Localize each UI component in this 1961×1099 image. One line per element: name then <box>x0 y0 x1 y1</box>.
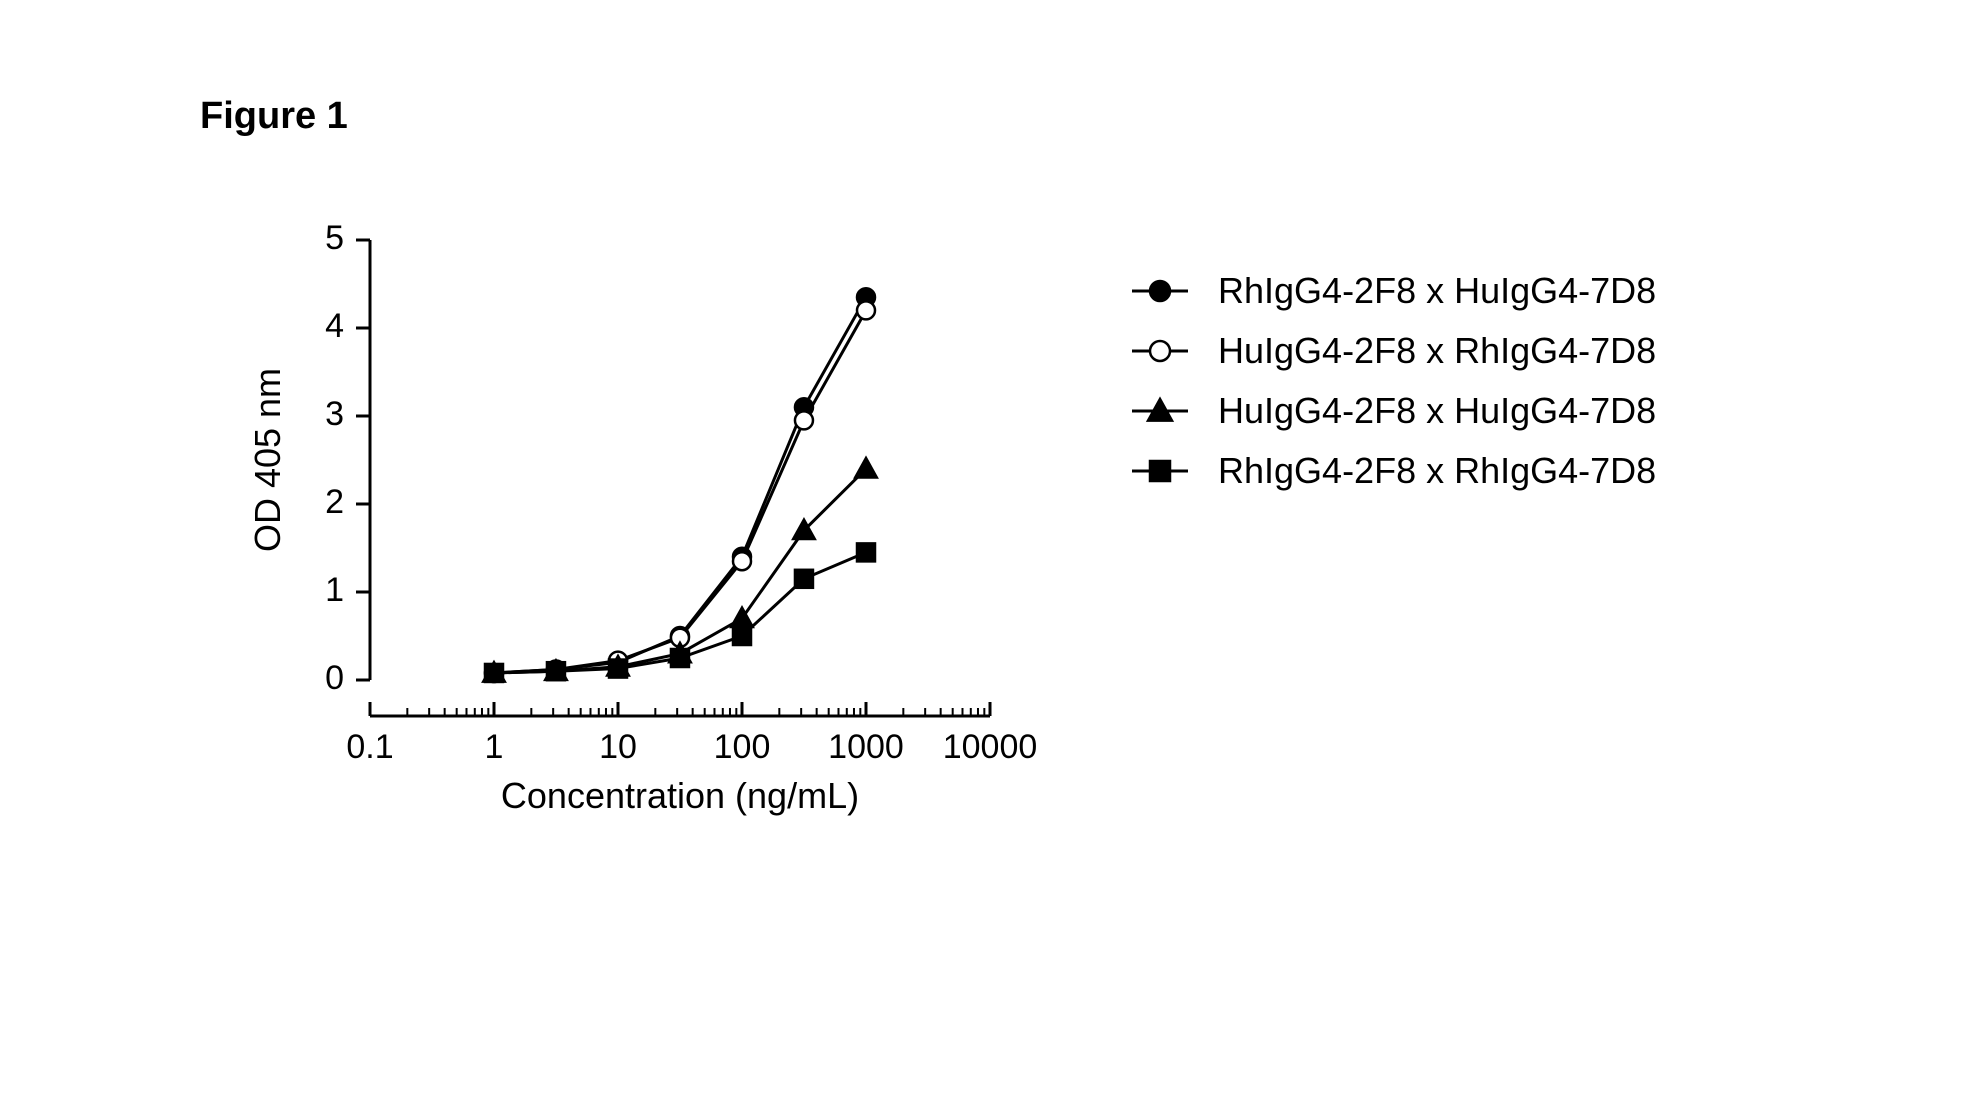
x-tick-label: 10 <box>599 728 637 766</box>
chart-svg: 0 1 2 3 4 5 OD 405 nm 0.1 1 10 100 1000 10000 Concent… <box>250 220 1070 920</box>
y-axis-label: OD 405 nm <box>250 368 288 552</box>
data-marker <box>857 301 875 319</box>
legend-swatch-svg <box>1132 336 1188 366</box>
y-tick-label: 4 <box>325 307 344 345</box>
y-tick-label: 5 <box>325 220 344 257</box>
y-tick-label: 3 <box>325 395 344 433</box>
series-line <box>494 310 866 673</box>
data-marker <box>485 664 503 682</box>
figure-title: Figure 1 <box>200 95 348 138</box>
legend-swatch-svg <box>1132 396 1188 426</box>
legend-swatch-svg <box>1132 276 1188 306</box>
data-marker <box>733 552 751 570</box>
legend-swatch <box>1120 336 1200 366</box>
legend-row: HuIgG4-2F8 x RhIgG4-7D8 <box>1120 330 1656 372</box>
series-s1 <box>485 288 875 682</box>
x-tick-label: 1000 <box>828 728 904 766</box>
x-tick-label: 100 <box>714 728 771 766</box>
page: Figure 1 0 1 2 3 4 5 OD 405 nm 0.1 1 10 100 1000 100… <box>0 0 1961 1099</box>
data-marker <box>609 660 627 678</box>
legend-swatch <box>1120 396 1200 426</box>
data-marker <box>547 662 565 680</box>
legend-swatch <box>1120 276 1200 306</box>
x-tick-label: 0.1 <box>346 728 393 766</box>
legend-row: HuIgG4-2F8 x HuIgG4-7D8 <box>1120 390 1656 432</box>
legend: RhIgG4-2F8 x HuIgG4-7D8 HuIgG4-2F8 x RhIg… <box>1120 270 1656 510</box>
series-s4 <box>485 543 875 682</box>
legend-label: HuIgG4-2F8 x HuIgG4-7D8 <box>1218 390 1656 432</box>
data-marker <box>671 649 689 667</box>
legend-label: RhIgG4-2F8 x HuIgG4-7D8 <box>1218 270 1656 312</box>
y-tick-label: 1 <box>325 571 344 609</box>
legend-row: RhIgG4-2F8 x HuIgG4-7D8 <box>1120 270 1656 312</box>
legend-label: RhIgG4-2F8 x RhIgG4-7D8 <box>1218 450 1656 492</box>
x-tick-label: 10000 <box>943 728 1038 766</box>
legend-swatch-svg <box>1132 456 1188 486</box>
series-s2 <box>485 301 875 682</box>
legend-row: RhIgG4-2F8 x RhIgG4-7D8 <box>1120 450 1656 492</box>
data-marker <box>857 543 875 561</box>
data-marker <box>855 458 877 477</box>
y-tick-label: 2 <box>325 483 344 521</box>
chart-container: 0 1 2 3 4 5 OD 405 nm 0.1 1 10 100 1000 10000 Concent… <box>250 220 1070 925</box>
x-tick-label: 1 <box>485 728 504 766</box>
legend-label: HuIgG4-2F8 x RhIgG4-7D8 <box>1218 330 1656 372</box>
series-line <box>494 297 866 673</box>
data-marker <box>795 570 813 588</box>
data-marker <box>731 608 753 627</box>
legend-swatch <box>1120 456 1200 486</box>
data-marker <box>795 411 813 429</box>
y-tick-label: 0 <box>325 659 344 697</box>
x-axis-label: Concentration (ng/mL) <box>501 775 859 816</box>
data-marker <box>733 627 751 645</box>
